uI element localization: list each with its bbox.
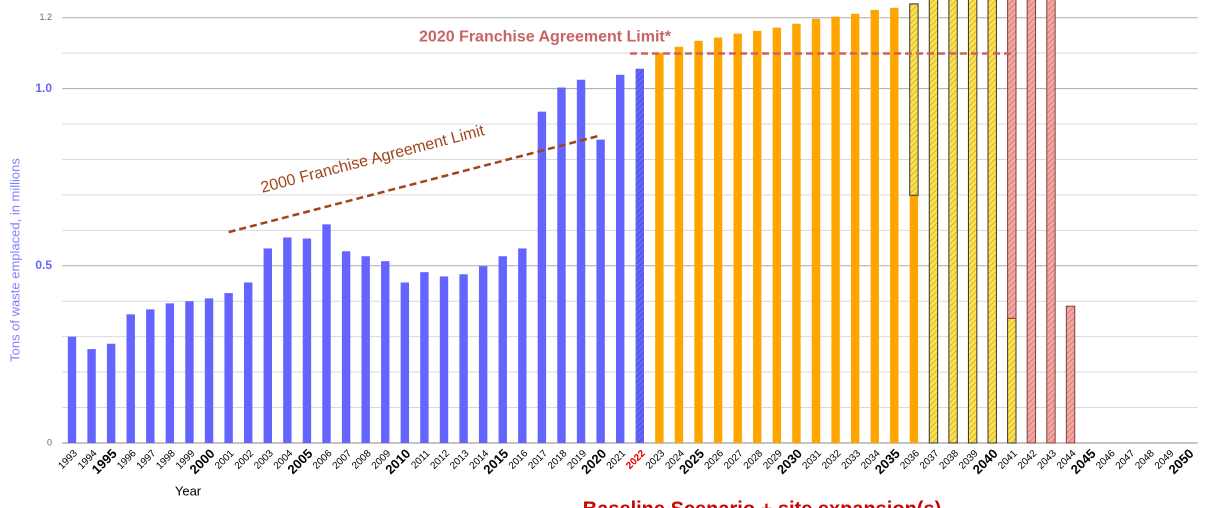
- x-tick-label: 1996: [115, 448, 139, 472]
- x-tick-label: 2038: [938, 448, 962, 472]
- y-tick-label: 0: [47, 437, 52, 447]
- bar: [987, 0, 997, 444]
- bar: [1065, 305, 1076, 444]
- bar: [713, 37, 723, 443]
- y-axis-label: Tons of waste emplaced, in millions: [7, 158, 22, 362]
- x-tick-label: 2041: [996, 448, 1020, 472]
- bar: [928, 0, 939, 444]
- x-tick-label: 2043: [1035, 448, 1059, 472]
- annotation: 2020 Franchise Agreement Limit*: [419, 29, 672, 46]
- y-tick-label: 1.2: [39, 12, 52, 22]
- bar: [185, 301, 194, 443]
- bar: [459, 274, 468, 443]
- bar: [948, 0, 958, 444]
- bar: [537, 111, 547, 444]
- x-tick-label: 2028: [742, 448, 766, 472]
- x-tick-label: 2002: [233, 448, 257, 472]
- x-tick-label: 2018: [546, 448, 570, 472]
- x-tick-label: 2037: [918, 448, 942, 472]
- x-tick-label: 2027: [722, 448, 746, 472]
- bar: [361, 256, 370, 443]
- bar: [146, 309, 155, 443]
- bar: [478, 266, 488, 443]
- bar: [106, 343, 116, 443]
- bars: [67, 0, 1076, 444]
- bar: [753, 30, 762, 444]
- bar: [67, 336, 77, 443]
- bar: [204, 298, 214, 443]
- x-tick-label: 2022: [624, 448, 648, 472]
- bar: [694, 40, 703, 443]
- x-tick-label: 1993: [56, 448, 80, 472]
- x-tick-label: 2012: [428, 448, 452, 472]
- bar: [616, 74, 625, 444]
- y-tick-label: 0.5: [35, 258, 52, 272]
- x-tick-label: 2001: [213, 448, 237, 472]
- bar: [909, 195, 919, 443]
- x-tick-label: 2046: [1094, 448, 1118, 472]
- bar: [850, 13, 860, 444]
- bar: [890, 7, 899, 443]
- x-tick-label: 2007: [331, 448, 355, 472]
- bar: [518, 248, 527, 443]
- bar: [263, 248, 272, 443]
- bar: [811, 18, 821, 443]
- bar: [967, 0, 978, 444]
- bar: [498, 256, 507, 443]
- x-tick-label: 2008: [350, 448, 374, 472]
- bar: [772, 27, 782, 444]
- bar: [1046, 0, 1056, 444]
- footer: Baseline Scenario + site expansion(s): [583, 498, 941, 508]
- bar: [792, 23, 801, 443]
- bar: [439, 276, 449, 443]
- x-tick-label: 2026: [703, 448, 727, 472]
- bar: [1007, 0, 1017, 319]
- bar: [165, 303, 175, 443]
- y-tick-label: 1.0: [35, 81, 52, 95]
- x-tick-label: 2011: [409, 448, 432, 471]
- bar: [341, 251, 351, 443]
- x-tick-label: 2036: [898, 448, 922, 472]
- x-tick-label: 2023: [644, 448, 668, 472]
- bar: [596, 139, 605, 443]
- x-axis-label: Year: [175, 483, 202, 498]
- limit-line: [228, 134, 601, 234]
- x-tick-label: 2017: [526, 448, 550, 472]
- bar: [302, 238, 312, 443]
- bar: [674, 46, 684, 444]
- bar: [87, 349, 96, 443]
- x-tick-label: 2031: [800, 448, 824, 472]
- x-tick-label: 2021: [605, 448, 629, 472]
- x-tick-label: 2047: [1114, 448, 1138, 472]
- x-tick-label: 2042: [1016, 448, 1040, 472]
- x-tick-label: 2006: [311, 448, 335, 472]
- bar: [283, 237, 292, 443]
- bar: [1007, 317, 1017, 444]
- bar: [244, 282, 253, 443]
- x-tick-label: 2016: [507, 448, 531, 472]
- bar: [557, 87, 566, 443]
- bar: [1026, 0, 1037, 444]
- x-tick-label: 2003: [252, 448, 276, 472]
- bar: [126, 314, 135, 443]
- x-tick-label: 2048: [1133, 448, 1157, 472]
- bar: [733, 33, 742, 443]
- bar: [909, 3, 919, 196]
- x-tick-label: 1997: [135, 448, 159, 472]
- x-tick-label: 2032: [820, 448, 844, 472]
- bar: [831, 16, 840, 443]
- bar: [420, 272, 429, 443]
- bar: [322, 224, 331, 443]
- bar: [655, 52, 664, 443]
- x-tick-label: 1998: [154, 448, 178, 472]
- bar: [635, 68, 644, 443]
- bar: [870, 9, 879, 444]
- bar: [381, 261, 390, 443]
- bar: [400, 282, 410, 443]
- bar: [576, 79, 586, 444]
- x-tick-label: 2033: [840, 448, 864, 472]
- bar: [224, 293, 233, 443]
- x-tick-label: 2013: [448, 448, 472, 472]
